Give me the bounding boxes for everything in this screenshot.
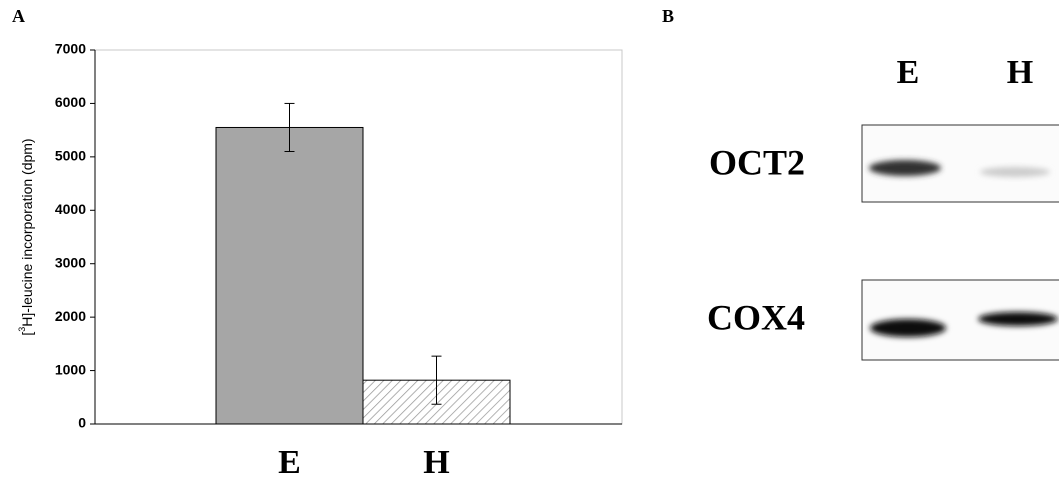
blot-column-label: E <box>897 54 920 91</box>
blot-band <box>980 167 1050 177</box>
y-tick-label: 4000 <box>55 201 86 217</box>
y-tick-label: 2000 <box>55 308 86 324</box>
y-tick-label: 1000 <box>55 361 86 377</box>
panel-label: A <box>12 6 25 26</box>
page: A B [3H]-leucine incorporation (dpm) 0 10… <box>0 0 1059 478</box>
figure: A B [3H]-leucine incorporation (dpm) 0 10… <box>0 0 1059 478</box>
blot-row-label: OCT2 <box>709 142 805 182</box>
blot-band <box>978 312 1058 326</box>
y-tick-label: 5000 <box>55 148 86 164</box>
blot-band <box>870 319 946 337</box>
y-tick-label: 7000 <box>55 41 86 57</box>
blot-band <box>869 160 941 176</box>
blot-row-label: COX4 <box>707 297 805 337</box>
y-tick-label: 3000 <box>55 254 86 270</box>
y-tick-label: 6000 <box>55 94 86 110</box>
panel-label: B <box>662 6 674 26</box>
bar <box>216 127 363 424</box>
x-tick-label: H <box>423 444 449 478</box>
y-axis-label: [3H]-leucine incorporation (dpm) <box>17 138 34 335</box>
x-tick-label: E <box>278 444 301 478</box>
y-tick-label: 0 <box>78 415 86 431</box>
blot-column-label: H <box>1007 54 1033 91</box>
